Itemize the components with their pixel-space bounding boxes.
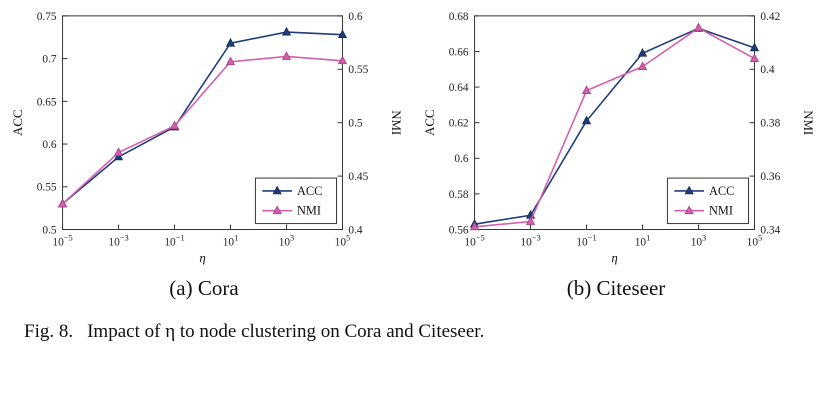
cora-figure: 0.5 0.55 0.6 0.65 0.7 0.75 0.4 0.45 0.5 0.55 0.6 10… [6,4,402,301]
figure-caption-text: Impact of η to node clustering on Cora a… [87,321,485,342]
svg-text:101: 101 [223,233,239,248]
svg-text:10−3: 10−3 [108,233,128,248]
svg-text:0.5: 0.5 [348,118,363,130]
axes: 0.56 0.58 0.6 0.62 0.64 0.66 0.68 0.34 0.36 0.38 0… [423,11,814,265]
svg-text:101: 101 [635,233,651,248]
acc-series-line [474,27,755,225]
figure-caption-label: Fig. 8. [24,321,74,342]
svg-text:0.66: 0.66 [449,46,469,58]
left-axis-label: ACC [423,109,437,135]
nmi-series-line [62,55,343,205]
x-axis-label: η [611,251,617,265]
svg-text:0.62: 0.62 [449,118,469,130]
svg-text:0.68: 0.68 [449,11,469,23]
figure-caption: Fig. 8. Impact of η to node clustering on… [24,321,818,343]
svg-text:0.56: 0.56 [449,224,469,236]
citeseer-figure: 0.56 0.58 0.6 0.62 0.64 0.66 0.68 0.34 0.36 0.38 0… [418,4,814,301]
svg-text:0.6: 0.6 [454,153,469,165]
svg-text:0.65: 0.65 [37,96,57,108]
svg-text:0.5: 0.5 [42,224,57,236]
legend: ACC NMI [666,177,750,225]
svg-text:103: 103 [279,233,295,248]
legend: ACC NMI [254,177,338,225]
left-axis-label: ACC [11,109,25,135]
svg-text:10−5: 10−5 [464,233,484,248]
x-axis-label: η [199,251,205,265]
svg-text:10−1: 10−1 [576,233,596,248]
acc-series-line [62,31,343,205]
svg-text:0.42: 0.42 [760,11,780,23]
right-axis-label: NMI [389,110,402,135]
svg-text:10−1: 10−1 [164,233,184,248]
svg-text:0.38: 0.38 [760,118,780,130]
nmi-series-markers [469,22,760,231]
svg-text:NMI: NMI [709,204,733,218]
svg-text:0.7: 0.7 [42,54,57,66]
svg-text:0.4: 0.4 [348,224,363,236]
svg-text:0.75: 0.75 [37,11,57,23]
svg-text:ACC: ACC [709,184,734,198]
svg-text:0.34: 0.34 [760,224,780,236]
svg-text:0.55: 0.55 [37,182,57,194]
svg-text:105: 105 [747,233,763,248]
svg-text:0.4: 0.4 [760,64,775,76]
svg-text:NMI: NMI [297,204,321,218]
svg-text:0.36: 0.36 [760,171,780,183]
svg-text:0.64: 0.64 [449,82,469,94]
svg-text:10−3: 10−3 [520,233,540,248]
svg-text:0.58: 0.58 [449,189,469,201]
svg-text:103: 103 [691,233,707,248]
cora-chart-svg: 0.5 0.55 0.6 0.65 0.7 0.75 0.4 0.45 0.5 0.55 0.6 10… [11,11,402,265]
citeseer-subcaption: (b) Citeseer [566,276,666,300]
nmi-series-markers [57,51,348,208]
svg-text:0.55: 0.55 [348,64,368,76]
svg-text:10−5: 10−5 [52,233,72,248]
axes: 0.5 0.55 0.6 0.65 0.7 0.75 0.4 0.45 0.5 0.55 0.6 10… [11,11,402,265]
svg-text:0.6: 0.6 [42,139,57,151]
svg-text:105: 105 [335,233,351,248]
svg-text:0.45: 0.45 [348,171,368,183]
cora-subcaption: (a) Cora [169,276,239,300]
citeseer-chart-svg: 0.56 0.58 0.6 0.62 0.64 0.66 0.68 0.34 0.36 0.38 0… [423,11,814,265]
svg-text:0.6: 0.6 [348,11,363,23]
nmi-series-line [474,27,755,228]
right-axis-label: NMI [801,110,814,135]
svg-text:ACC: ACC [297,184,322,198]
charts-row: 0.5 0.55 0.6 0.65 0.7 0.75 0.4 0.45 0.5 0.55 0.6 10… [6,4,814,301]
